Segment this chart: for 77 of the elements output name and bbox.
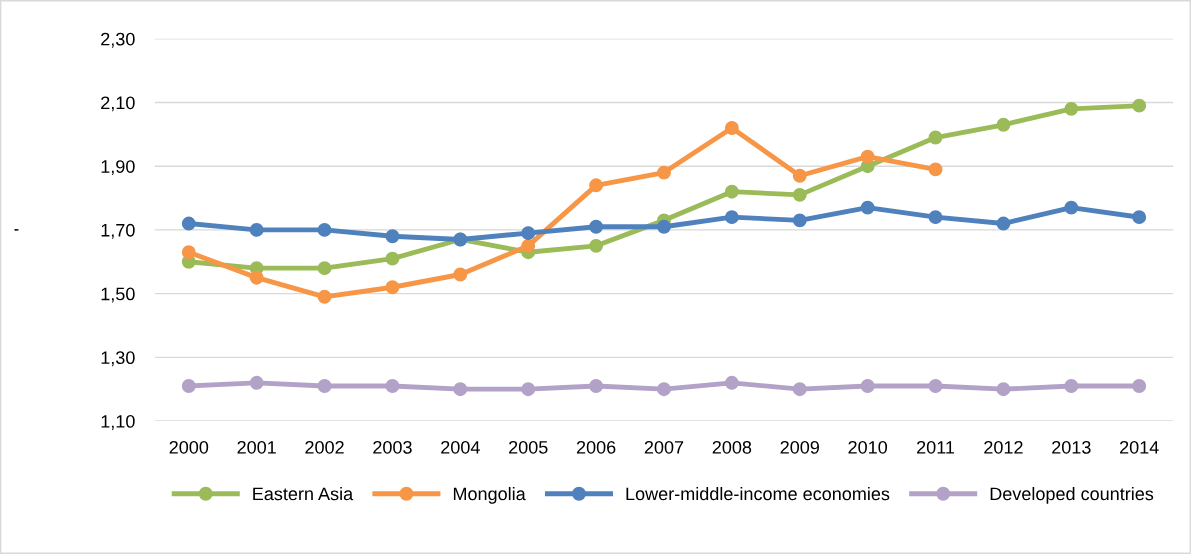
point [928, 162, 943, 177]
point [860, 200, 875, 215]
point [928, 379, 943, 393]
point [1064, 379, 1079, 393]
point [996, 382, 1011, 397]
point [385, 251, 400, 266]
point [181, 379, 196, 393]
x-tick-label: 2001 [237, 440, 276, 454]
point [589, 379, 604, 393]
y-tick-label: 2,30 [101, 32, 135, 48]
point [860, 149, 875, 164]
point [249, 222, 264, 237]
point [1132, 379, 1147, 393]
point [657, 219, 671, 234]
point [249, 270, 264, 285]
point [792, 187, 807, 202]
x-tick-label: 2002 [305, 440, 344, 454]
point [589, 238, 604, 253]
x-tick-label: 2006 [576, 440, 616, 454]
x-tick-label: 2004 [441, 440, 480, 454]
point [385, 229, 400, 244]
point [724, 210, 739, 225]
y-tick-label: 1,30 [101, 351, 135, 367]
point [1132, 210, 1147, 225]
point [453, 267, 468, 282]
x-tick-label: 2010 [848, 440, 888, 454]
point [181, 245, 196, 260]
legend-label: Mongolia [453, 486, 526, 504]
legend-label: Developed countries [990, 486, 1154, 504]
point [1064, 101, 1079, 116]
point [317, 261, 332, 276]
x-tick-label: 2011 [917, 440, 955, 454]
x-tick-label: 2009 [780, 440, 819, 454]
point [317, 379, 332, 393]
point [317, 289, 332, 304]
x-tick-label: 2003 [373, 440, 412, 454]
point [996, 216, 1011, 231]
point [928, 210, 943, 225]
point [1132, 98, 1147, 113]
point [724, 375, 739, 390]
point [521, 238, 536, 253]
x-tick-label: 2007 [644, 440, 684, 454]
point [589, 219, 604, 234]
point [1064, 200, 1079, 215]
point [792, 213, 807, 228]
y-axis-title: ' [14, 229, 19, 231]
point [724, 121, 739, 135]
x-tick-label: 2012 [984, 440, 1023, 454]
x-tick-label: 2013 [1052, 440, 1091, 454]
point [453, 382, 468, 397]
y-tick-label: 1,50 [101, 287, 135, 303]
point [385, 280, 400, 295]
legend-label: Lower-middle-income economies [626, 486, 890, 501]
point [657, 382, 671, 397]
point [792, 168, 807, 183]
y-tick-label: 1,70 [101, 223, 135, 239]
point [317, 222, 332, 237]
point [928, 130, 943, 145]
x-tick-label: 2008 [712, 440, 752, 454]
y-tick-label: 1,90 [101, 160, 135, 176]
legend-label: Eastern Asia [253, 486, 354, 501]
x-tick-label: 2014 [1120, 440, 1159, 454]
point [385, 379, 400, 393]
point [521, 226, 536, 241]
point [657, 165, 671, 180]
x-tick-label: 2005 [509, 440, 548, 454]
point [521, 382, 536, 397]
point [249, 375, 264, 390]
point [724, 184, 739, 199]
y-tick-label: 2,10 [101, 96, 135, 112]
point [589, 178, 604, 193]
y-tick-label: 1,10 [101, 414, 135, 430]
x-tick-label: 2000 [169, 440, 209, 454]
point [181, 216, 196, 231]
point [792, 382, 807, 397]
point [860, 379, 875, 393]
point [996, 117, 1011, 132]
